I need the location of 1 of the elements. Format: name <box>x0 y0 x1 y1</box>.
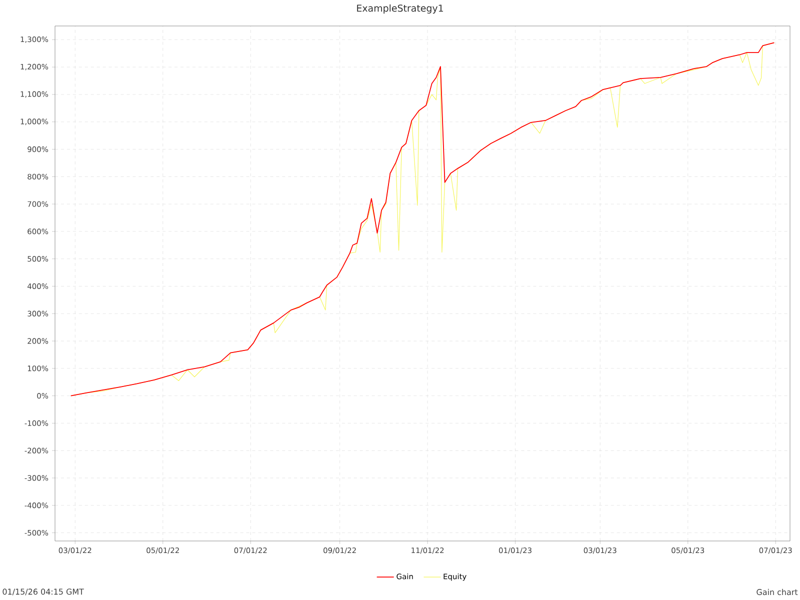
chart-title: ExampleStrategy1 <box>357 4 443 14</box>
